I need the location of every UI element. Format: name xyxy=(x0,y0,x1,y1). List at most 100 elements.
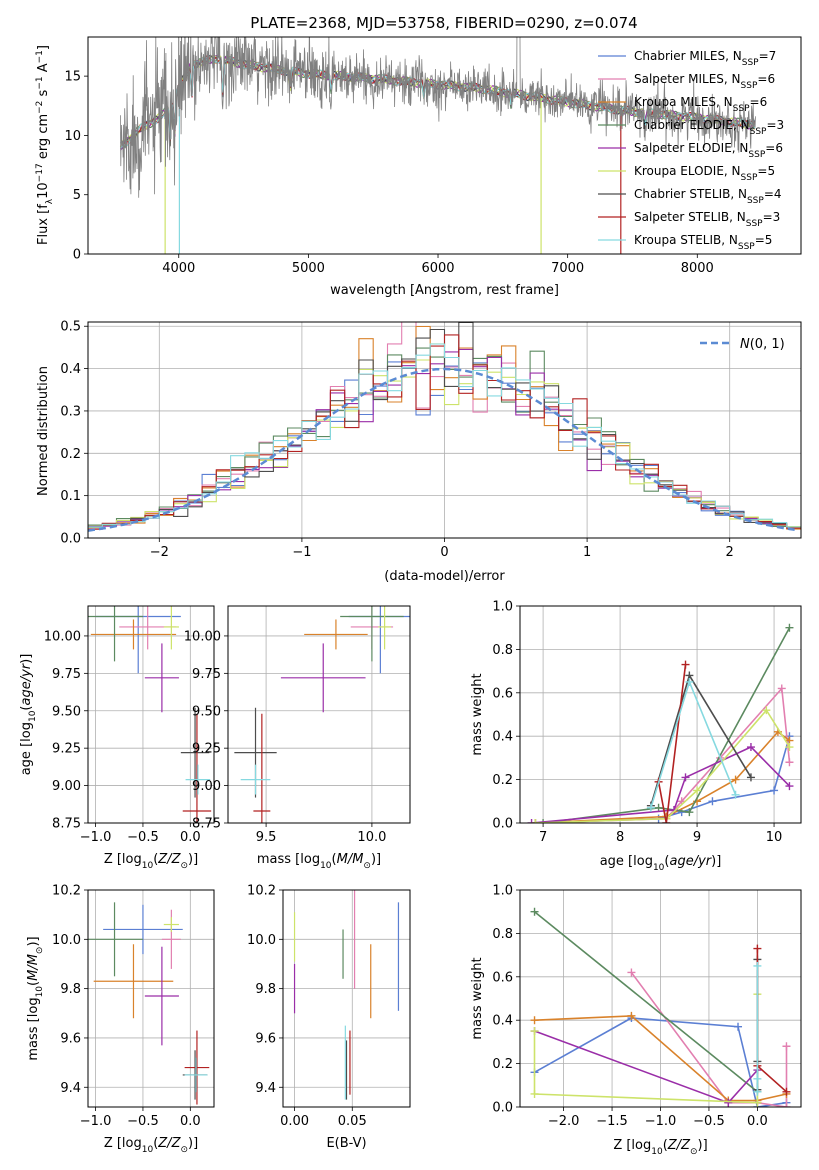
x-tick-label: 0.00 xyxy=(280,1114,309,1129)
data-spectrum-line xyxy=(120,37,756,198)
axes-frame xyxy=(87,321,802,539)
x-axis-label: mass [log10(M/M⊙)] xyxy=(257,852,381,871)
x-tick-label: 8000 xyxy=(681,261,714,276)
legend-entry: Salpeter MILES, NSSP=6 xyxy=(634,72,775,91)
legend-entry: Kroupa STELIB, NSSP=5 xyxy=(634,233,772,252)
errorbar-point xyxy=(163,606,179,650)
weight-marker xyxy=(646,803,655,812)
weight-marker xyxy=(753,1098,762,1107)
weight-line-salpeter-elodie xyxy=(534,1030,758,1104)
errorbar-point xyxy=(280,643,366,713)
y-tick-label: 8.75 xyxy=(52,817,81,832)
x-tick-label: 8 xyxy=(616,830,624,845)
y-tick-label: 0.6 xyxy=(492,970,513,985)
y-tick-label: 0.8 xyxy=(492,927,513,942)
y-tick-label: 9.75 xyxy=(192,667,221,682)
x-tick-label: 0.05 xyxy=(338,1114,367,1129)
y-tick-label: 9.6 xyxy=(60,1031,81,1046)
legend-entry: Salpeter ELODIE, NSSP=6 xyxy=(634,141,783,160)
y-tick-label: 9.4 xyxy=(255,1081,276,1096)
weight-marker xyxy=(785,758,794,767)
y-tick-label: 9.6 xyxy=(255,1031,276,1046)
x-axis-label: Z [log10(Z/Z⊙)] xyxy=(613,1138,707,1157)
errorbar-point xyxy=(163,917,179,932)
mass-vs-ebv-panel-plot-area xyxy=(293,890,400,1100)
weight-marker xyxy=(530,1027,539,1036)
weight-marker xyxy=(681,660,690,669)
y-axis-label: mass weight xyxy=(470,673,485,755)
weight-marker xyxy=(770,786,779,795)
weight-marker xyxy=(627,968,636,977)
spectrum-plot-area xyxy=(119,37,756,254)
x-tick-label: −2.0 xyxy=(548,1114,580,1129)
weight-line-kroupa-miles xyxy=(535,730,790,823)
weight-line-chabrier-elodie xyxy=(533,911,758,1093)
weight-vs-z-panel-plot-area xyxy=(530,907,791,1107)
y-tick-label: 0.1 xyxy=(60,489,81,504)
x-tick-label: −1.0 xyxy=(645,1114,677,1129)
age-vs-mass-panel: 9.5 10.0 8.75 9.00 9.25 9.50 9.75 10.00 mass [lo… xyxy=(184,605,411,871)
errorbar-point xyxy=(88,606,143,662)
y-tick-label: 9.8 xyxy=(60,982,81,997)
mass-vs-ebv-panel: 0.00 0.05 9.4 9.6 9.8 10.0 10.2 E(B-V) xyxy=(247,884,411,1151)
weight-marker xyxy=(731,775,740,784)
weight-marker xyxy=(539,819,548,823)
x-tick-label: 10 xyxy=(766,830,783,845)
weight-marker xyxy=(693,786,702,795)
errorbar-point xyxy=(184,1057,208,1093)
errorbar-point xyxy=(93,944,174,1019)
weight-marker xyxy=(734,1022,743,1031)
y-tick-label: 0.0 xyxy=(60,532,81,547)
x-tick-label: 0.0 xyxy=(747,1114,768,1129)
weight-marker xyxy=(753,961,762,970)
x-tick-label: 0 xyxy=(440,545,448,560)
y-tick-label: 10.2 xyxy=(52,884,81,899)
weight-marker xyxy=(685,677,694,686)
y-tick-label: 0.3 xyxy=(60,404,81,419)
axes-frame xyxy=(227,605,411,824)
axes-frame xyxy=(519,605,802,824)
axes-frame xyxy=(519,889,802,1108)
weight-line-kroupa-elodie xyxy=(533,994,759,1104)
normal-curve xyxy=(88,367,799,532)
weight-vs-z-panel: −2.0 −1.5 −1.0 −0.5 0.0 0.0 0.2 0.4 0.6 0.8 1.0 Z [… xyxy=(470,884,802,1157)
age-vs-z-panel: −1.0 −0.5 0.0 8.75 9.00 9.25 9.50 9.75 10.00 Z [l… xyxy=(19,605,215,871)
weight-marker xyxy=(731,790,740,799)
x-axis-label: Z [log10(Z/Z⊙)] xyxy=(104,852,198,871)
x-axis-label: (data-model)/error xyxy=(384,569,505,584)
x-tick-label: 6000 xyxy=(421,261,454,276)
y-tick-label: 9.00 xyxy=(52,779,81,794)
errorbar-point xyxy=(88,902,143,977)
y-tick-label: 0.4 xyxy=(60,362,81,377)
x-axis-label: E(B-V) xyxy=(326,1136,366,1151)
weight-marker xyxy=(782,1103,791,1107)
residuals-panel: −2 −1 0 1 2 0.0 0.1 0.2 0.3 0.4 0.5 (data-model)/er… xyxy=(36,320,802,584)
x-tick-label: 9.5 xyxy=(256,830,277,845)
y-tick-label: 0.2 xyxy=(60,447,81,462)
mass-vs-z-panel-plot-area xyxy=(88,902,210,1105)
weight-line-salpeter-elodie xyxy=(531,746,791,823)
weight-marker xyxy=(777,684,786,693)
errorbar-point xyxy=(240,764,271,795)
y-tick-label: 9.50 xyxy=(52,704,81,719)
legend-entry: Salpeter STELIB, NSSP=3 xyxy=(634,210,780,229)
x-tick-label: 0.0 xyxy=(180,1114,201,1129)
weight-vs-age-panel: 7 8 9 10 0.0 0.2 0.4 0.6 0.8 1.0 age [log10(age/yr… xyxy=(470,600,802,873)
errorbar-point xyxy=(304,619,368,650)
x-axis-label: wavelength [Angstrom, rest frame] xyxy=(330,283,559,298)
weight-marker xyxy=(685,808,694,817)
x-tick-label: −1.0 xyxy=(80,1114,112,1129)
errorbar-point xyxy=(103,904,183,955)
y-tick-label: 9.4 xyxy=(60,1081,81,1096)
weight-marker xyxy=(530,1089,539,1098)
spectrum-legend: Chabrier MILES, NSSP=7 Salpeter MILES, NS… xyxy=(598,49,784,252)
x-tick-label: −1 xyxy=(292,545,311,560)
x-tick-label: −2 xyxy=(150,545,169,560)
weight-marker xyxy=(681,773,690,782)
x-tick-label: −1.5 xyxy=(596,1114,628,1129)
y-tick-label: 0.4 xyxy=(492,1014,513,1029)
weight-marker xyxy=(708,797,717,806)
y-tick-label: 9.8 xyxy=(255,982,276,997)
weight-marker xyxy=(753,1087,762,1096)
weight-vs-age-panel-plot-area xyxy=(527,623,794,823)
